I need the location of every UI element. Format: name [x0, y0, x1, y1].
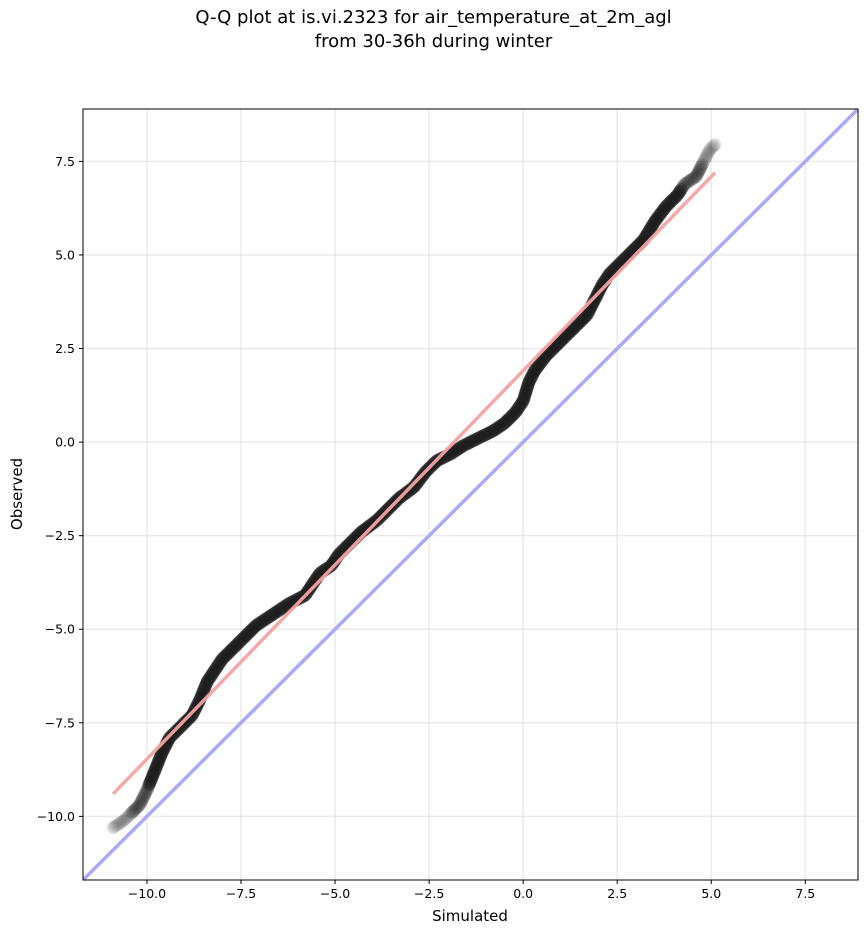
- data-point: [128, 802, 142, 816]
- y-tick-label: −10.0: [37, 809, 75, 824]
- data-point: [696, 156, 710, 170]
- data-point: [115, 815, 129, 828]
- data-point: [687, 171, 701, 185]
- x-tick-label: −2.5: [414, 886, 444, 901]
- data-point: [700, 148, 714, 162]
- data-point: [130, 801, 144, 815]
- data-point: [707, 139, 720, 153]
- data-point: [110, 818, 124, 832]
- chart-subtitle: from 30-36h during winter: [314, 31, 553, 52]
- data-point: [708, 138, 722, 152]
- data-point: [125, 805, 139, 819]
- x-tick-label: 5.0: [701, 886, 721, 901]
- data-point: [695, 158, 709, 172]
- x-tick-label: −5.0: [320, 886, 350, 901]
- chart-title: Q-Q plot at is.vi.2323 for air_temperatu…: [195, 7, 672, 28]
- data-point: [674, 183, 688, 197]
- data-point: [702, 144, 716, 158]
- data-point: [127, 804, 141, 818]
- data-point: [120, 810, 134, 824]
- axis-ticks: −10.0 −7.5 −5.0 −2.5 0.0 2.5 5.0 7.5 −10.0 −7.5 −5…: [37, 154, 816, 901]
- y-tick-label: 2.5: [55, 341, 75, 356]
- data-point: [680, 176, 693, 190]
- data-point: [701, 146, 715, 160]
- data-point: [681, 175, 695, 189]
- data-point: [705, 141, 719, 155]
- data-point: [677, 179, 690, 193]
- data-point: [692, 164, 706, 178]
- x-tick-label: 0.0: [513, 886, 533, 901]
- y-tick-label: 7.5: [55, 154, 75, 169]
- data-point: [698, 152, 712, 166]
- data-point: [675, 181, 689, 195]
- data-point: [697, 154, 711, 168]
- y-tick-label: −2.5: [45, 528, 75, 543]
- data-point: [689, 170, 703, 184]
- data-point: [699, 150, 713, 164]
- data-point: [690, 168, 704, 182]
- data-point: [691, 166, 705, 180]
- data-point: [678, 177, 692, 191]
- data-point: [131, 799, 145, 813]
- x-tick-label: 2.5: [607, 886, 627, 901]
- data-point: [124, 807, 137, 821]
- data-point: [133, 797, 147, 811]
- y-axis-label: Observed: [8, 458, 26, 530]
- y-tick-label: 5.0: [55, 247, 75, 262]
- x-tick-label: −7.5: [226, 886, 256, 901]
- data-point: [119, 812, 133, 826]
- grid: [83, 109, 858, 880]
- data-point: [685, 172, 699, 186]
- data-point: [117, 813, 131, 827]
- data-point: [106, 821, 120, 835]
- data-point: [114, 816, 127, 830]
- data-point: [693, 162, 707, 176]
- x-tick-label: −10.0: [128, 886, 166, 901]
- x-tick-label: 7.5: [795, 886, 815, 901]
- identity-line: [83, 109, 858, 880]
- data-point: [136, 792, 150, 805]
- data-point: [138, 788, 152, 801]
- data-point: [108, 819, 122, 833]
- data-point: [703, 142, 717, 156]
- data-point: [134, 795, 148, 809]
- data-point: [694, 160, 708, 174]
- y-tick-label: −5.0: [45, 622, 75, 637]
- data-point: [683, 173, 697, 187]
- fit-line: [111, 171, 717, 796]
- chart-title-block: Q-Q plot at is.vi.2323 for air_temperatu…: [0, 6, 867, 54]
- data-point: [122, 809, 136, 823]
- data-point: [112, 817, 126, 831]
- data-area: [83, 109, 858, 880]
- plot-frame: [82, 108, 859, 881]
- data-point: [135, 794, 149, 807]
- data-point: [137, 790, 151, 803]
- y-tick-label: 0.0: [55, 435, 75, 450]
- y-tick-label: −7.5: [45, 715, 75, 730]
- x-axis-label: Simulated: [432, 907, 508, 925]
